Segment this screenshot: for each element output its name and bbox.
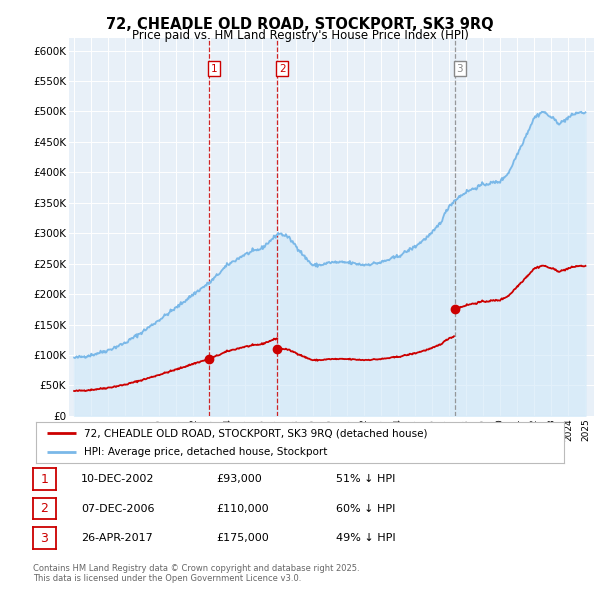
Text: 49% ↓ HPI: 49% ↓ HPI xyxy=(336,533,395,543)
Text: HPI: Average price, detached house, Stockport: HPI: Average price, detached house, Stoc… xyxy=(83,447,327,457)
Text: 3: 3 xyxy=(456,64,463,74)
Text: 72, CHEADLE OLD ROAD, STOCKPORT, SK3 9RQ: 72, CHEADLE OLD ROAD, STOCKPORT, SK3 9RQ xyxy=(106,17,494,31)
Text: 2: 2 xyxy=(279,64,286,74)
Text: 1: 1 xyxy=(211,64,217,74)
Text: 2: 2 xyxy=(40,502,49,515)
Text: Contains HM Land Registry data © Crown copyright and database right 2025.
This d: Contains HM Land Registry data © Crown c… xyxy=(33,563,359,583)
Text: 51% ↓ HPI: 51% ↓ HPI xyxy=(336,474,395,484)
Text: 3: 3 xyxy=(40,532,49,545)
Text: 1: 1 xyxy=(40,473,49,486)
Text: £175,000: £175,000 xyxy=(216,533,269,543)
Text: £93,000: £93,000 xyxy=(216,474,262,484)
Text: 10-DEC-2002: 10-DEC-2002 xyxy=(81,474,155,484)
Text: Price paid vs. HM Land Registry's House Price Index (HPI): Price paid vs. HM Land Registry's House … xyxy=(131,30,469,42)
Text: 07-DEC-2006: 07-DEC-2006 xyxy=(81,504,155,513)
Text: 60% ↓ HPI: 60% ↓ HPI xyxy=(336,504,395,513)
Text: £110,000: £110,000 xyxy=(216,504,269,513)
Text: 26-APR-2017: 26-APR-2017 xyxy=(81,533,153,543)
Text: 72, CHEADLE OLD ROAD, STOCKPORT, SK3 9RQ (detached house): 72, CHEADLE OLD ROAD, STOCKPORT, SK3 9RQ… xyxy=(83,428,427,438)
